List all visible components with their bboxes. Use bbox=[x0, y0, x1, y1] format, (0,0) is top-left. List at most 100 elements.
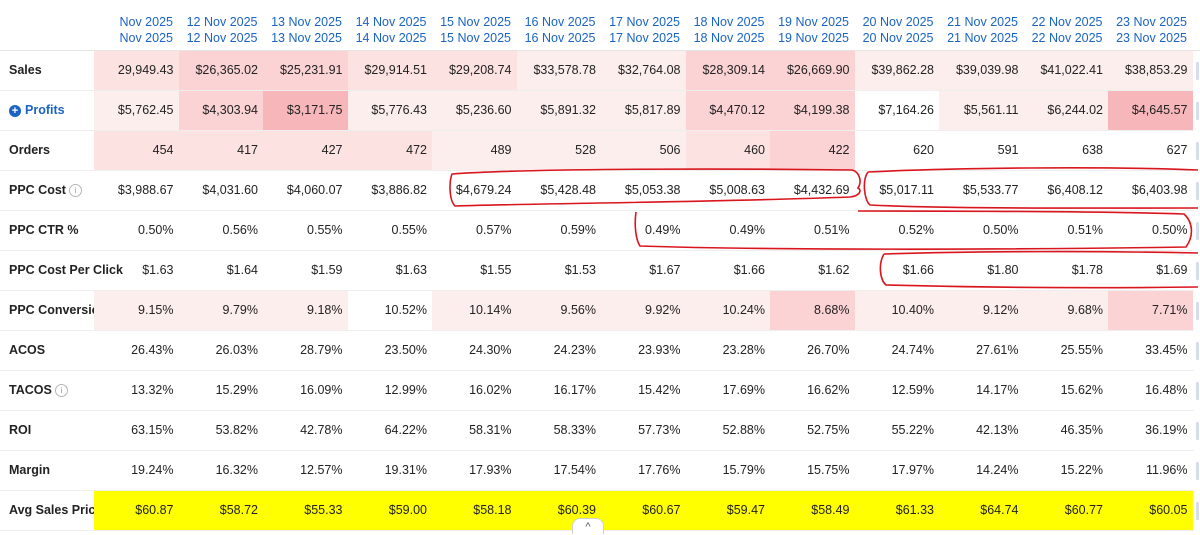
metric-cell: 58.33% bbox=[553, 423, 596, 437]
metric-cell: $5,008.63 bbox=[709, 183, 765, 197]
metric-cell: 427 bbox=[263, 131, 348, 170]
metric-cell: 8.68% bbox=[770, 291, 855, 330]
metric-cell: $6,408.12 bbox=[1047, 183, 1103, 197]
metric-cell: 14.17% bbox=[976, 383, 1019, 397]
metric-cell: $39,039.98 bbox=[939, 51, 1024, 90]
metric-cell: 638 bbox=[1082, 143, 1103, 157]
metric-cell: 9.15% bbox=[94, 291, 179, 330]
metric-cell: $32,764.08 bbox=[601, 51, 686, 90]
metric-cell: $1.55 bbox=[480, 263, 512, 277]
column-header[interactable]: 22 Nov 2025 22 Nov 2025 bbox=[1024, 14, 1108, 46]
column-header[interactable]: 21 Nov 2025 21 Nov 2025 bbox=[939, 14, 1023, 46]
column-header-line1: 21 Nov 2025 bbox=[947, 15, 1018, 29]
scroll-up-button[interactable]: ^ bbox=[572, 518, 604, 534]
metric-cell: $55.33 bbox=[263, 491, 348, 530]
column-header-line1: 22 Nov 2025 bbox=[1031, 15, 1103, 29]
metric-label-text: ROI bbox=[9, 423, 32, 437]
metric-cell: 528 bbox=[516, 131, 601, 170]
metric-cell: 23.50% bbox=[384, 343, 427, 357]
metric-cell: 26.70% bbox=[807, 343, 850, 357]
metric-cell: 16.32% bbox=[215, 463, 258, 477]
column-header[interactable]: 12 Nov 2025 12 Nov 2025 bbox=[179, 14, 263, 46]
metric-cell: 15.62% bbox=[1060, 383, 1103, 397]
column-header[interactable]: 14 Nov 2025 14 Nov 2025 bbox=[348, 14, 432, 46]
plus-circle-icon[interactable]: + bbox=[9, 105, 21, 117]
info-icon[interactable]: i bbox=[54, 384, 68, 397]
metric-row-orders: Orders 454 417 427 472 489 528 506 460 422 620 591 6… bbox=[0, 131, 1199, 171]
metric-cell: 23.93% bbox=[638, 343, 681, 357]
metric-cell: 17.76% bbox=[638, 463, 681, 477]
metric-cell: 52.75% bbox=[807, 423, 850, 437]
metric-cell: 55.22% bbox=[891, 423, 934, 437]
column-header[interactable]: 19 Nov 2025 19 Nov 2025 bbox=[770, 14, 854, 46]
metric-cell: $64.74 bbox=[939, 491, 1024, 530]
column-header[interactable]: 18 Nov 2025 18 Nov 2025 bbox=[686, 14, 770, 46]
scroll-edge-marker bbox=[1196, 262, 1199, 280]
metric-cell: 9.68% bbox=[1023, 291, 1108, 330]
column-header[interactable]: 15 Nov 2025 15 Nov 2025 bbox=[432, 14, 516, 46]
column-header[interactable]: 16 Nov 2025 16 Nov 2025 bbox=[517, 14, 601, 46]
metric-cell: 16.02% bbox=[469, 383, 512, 397]
metric-label-text: Avg Sales Price bbox=[9, 503, 103, 517]
info-icon[interactable]: i bbox=[68, 184, 82, 197]
metric-label[interactable]: + Profits bbox=[9, 91, 65, 130]
metric-cell: 24.30% bbox=[469, 343, 512, 357]
metric-cell: $6,403.98 bbox=[1131, 183, 1188, 197]
metric-cell: 53.82% bbox=[215, 423, 258, 437]
metric-cell: 627 bbox=[1166, 143, 1188, 157]
metric-cell: 0.56% bbox=[222, 223, 258, 237]
scroll-edge-marker bbox=[1196, 142, 1199, 160]
metric-cell: $1.59 bbox=[311, 263, 343, 277]
metric-row-ppc-cpc: PPC Cost Per Click $1.63 $1.64 $1.59 $1.63 $1… bbox=[0, 251, 1199, 291]
metric-cell: 10.40% bbox=[854, 291, 939, 330]
column-header-line1: 23 Nov 2025 bbox=[1116, 15, 1187, 29]
metric-row-ppc-cost: PPC Cost i $3,988.67 $4,031.60 $4,060.07 $3,8… bbox=[0, 171, 1199, 211]
column-header-line1: 12 Nov 2025 bbox=[186, 15, 258, 29]
metric-row-avg-sales-price: Avg Sales Price $60.87 $58.72 $55.33 $59.00 $… bbox=[0, 491, 1199, 531]
metric-cell: 19.24% bbox=[131, 463, 174, 477]
column-header[interactable]: 13 Nov 2025 13 Nov 2025 bbox=[263, 14, 347, 46]
metric-cell: $28,309.14 bbox=[685, 51, 770, 90]
metric-cell: $61.33 bbox=[854, 491, 939, 530]
metric-cell: $1.63 bbox=[395, 263, 427, 277]
metric-cell: 0.51% bbox=[814, 223, 850, 237]
metric-cell: $39,862.28 bbox=[854, 51, 939, 90]
metric-cell: 10.24% bbox=[685, 291, 770, 330]
column-header-line1: 13 Nov 2025 bbox=[271, 15, 342, 29]
metric-cell: 10.14% bbox=[432, 291, 517, 330]
metric-cell: $5,533.77 bbox=[962, 183, 1019, 197]
metric-cell: $6,244.02 bbox=[1023, 91, 1108, 130]
scroll-edge-marker bbox=[1196, 182, 1199, 200]
metric-row-acos: ACOS 26.43% 26.03% 28.79% 23.50% 24.30% 24.23%… bbox=[0, 331, 1199, 371]
metric-cell: 9.18% bbox=[263, 291, 348, 330]
scroll-edge-marker bbox=[1196, 342, 1199, 360]
metric-cell: 422 bbox=[770, 131, 855, 170]
column-header[interactable]: 20 Nov 2025 20 Nov 2025 bbox=[855, 14, 939, 46]
metric-cell: 9.79% bbox=[178, 291, 263, 330]
column-header[interactable]: 23 Nov 2025 23 Nov 2025 bbox=[1108, 14, 1192, 46]
metric-cell: 36.19% bbox=[1145, 423, 1188, 437]
metric-cell: $5,236.60 bbox=[432, 91, 517, 130]
metric-label-text: PPC Cost Per Click bbox=[9, 263, 123, 277]
metric-cell: 12.57% bbox=[300, 463, 343, 477]
metric-cell: 15.22% bbox=[1060, 463, 1103, 477]
metric-cell: 16.09% bbox=[300, 383, 343, 397]
metric-row-roi: ROI 63.15% 53.82% 42.78% 64.22% 58.31% 58.33% 5… bbox=[0, 411, 1199, 451]
column-header[interactable]: Nov 2025 Nov 2025 bbox=[94, 14, 178, 46]
metric-cell: 460 bbox=[685, 131, 770, 170]
metric-cell: 454 bbox=[94, 131, 179, 170]
metric-cell: 0.52% bbox=[898, 223, 934, 237]
column-header[interactable]: 17 Nov 2025 17 Nov 2025 bbox=[601, 14, 685, 46]
metric-cell: 63.15% bbox=[131, 423, 174, 437]
metric-row-tacos: TACOS i 13.32% 15.29% 16.09% 12.99% 16.02% 16.1… bbox=[0, 371, 1199, 411]
metric-cell: 64.22% bbox=[384, 423, 427, 437]
scroll-edge-marker bbox=[1196, 102, 1199, 120]
metric-cell: $7,164.26 bbox=[878, 103, 934, 117]
metric-cell: $1.66 bbox=[733, 263, 765, 277]
scroll-edge-marker bbox=[1196, 62, 1199, 80]
header-divider bbox=[0, 50, 1200, 51]
metric-cell: 0.55% bbox=[307, 223, 343, 237]
metric-cell: $29,208.74 bbox=[432, 51, 517, 90]
metric-cell: 506 bbox=[601, 131, 686, 170]
